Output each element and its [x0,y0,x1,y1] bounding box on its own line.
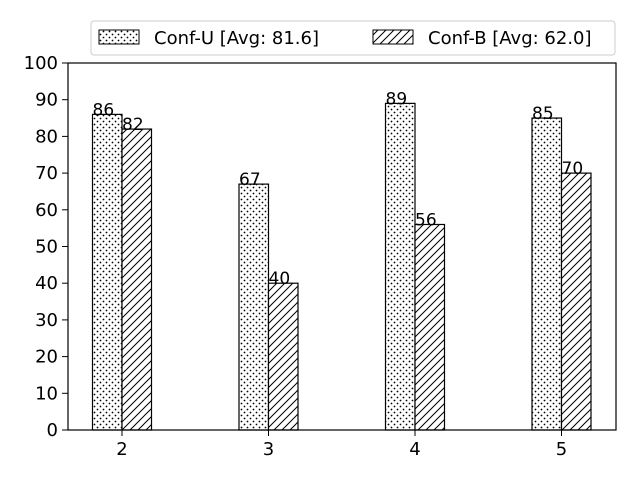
bar-conf-u-2 [91,113,123,431]
legend: Conf-U [Avg: 81.6] Conf-B [Avg: 62.0] [90,20,616,56]
y-tick-label-0: 0 [47,420,58,441]
y-tick-label-20: 20 [35,347,58,368]
bars-group [91,102,592,431]
legend-swatch-conf-b [372,29,414,45]
bar-conf-u-3 [238,183,270,431]
data-label-conf-b-4: 56 [415,210,437,230]
x-tick-label-3: 3 [263,439,274,460]
y-tick-label-100: 100 [24,53,58,74]
bar-conf-b-4 [414,223,446,431]
bar-conf-b-3 [267,282,299,431]
data-label-conf-u-5: 85 [532,104,554,124]
y-tick-label-50: 50 [35,237,58,258]
x-axis: 2 3 4 5 [116,430,567,460]
bar-conf-u-5 [531,117,563,431]
y-tick-label-90: 90 [35,90,58,111]
x-tick-label-5: 5 [556,439,567,460]
plot-frame [67,62,617,431]
data-label-conf-b-2: 82 [122,115,144,135]
bar-conf-b-5 [560,172,592,431]
legend-swatch-conf-u [98,29,140,45]
x-tick-label-2: 2 [116,439,127,460]
data-label-conf-u-2: 86 [93,100,115,120]
bar-conf-u-4 [384,102,416,431]
data-label-conf-b-3: 40 [269,269,291,289]
y-tick-label-40: 40 [35,273,58,294]
y-tick-label-80: 80 [35,126,58,147]
y-tick-label-30: 30 [35,310,58,331]
data-label-conf-u-3: 67 [239,170,261,190]
legend-label-conf-b: Conf-B [Avg: 62.0] [428,28,592,49]
legend-label-conf-u: Conf-U [Avg: 81.6] [154,28,319,49]
bar-conf-b-2 [121,128,153,431]
x-tick-label-4: 4 [409,439,420,460]
data-label-conf-b-5: 70 [562,159,584,179]
y-axis: 0 10 20 30 40 50 60 70 80 90 100 [24,53,68,441]
y-tick-label-60: 60 [35,200,58,221]
data-label-conf-u-4: 89 [386,89,408,109]
data-labels-group: 86 82 67 40 89 56 85 70 [93,89,584,289]
legend-frame [90,20,616,56]
y-tick-label-70: 70 [35,163,58,184]
y-tick-label-10: 10 [35,383,58,404]
